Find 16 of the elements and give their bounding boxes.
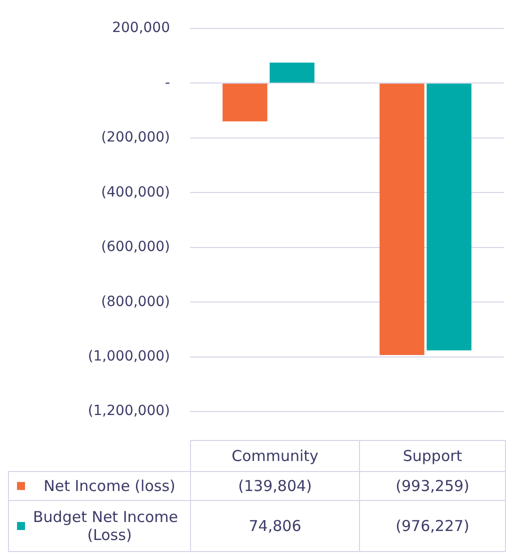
y-tick-label: (800,000) [101,294,170,310]
data-label: (976,227) [360,500,506,552]
x-tick-label: Community [190,440,360,472]
y-tick-label: 200,000 [112,20,170,36]
y-tick-label: (400,000) [101,184,170,200]
y-tick-label: (1,000,000) [88,348,170,364]
legend-label: Net Income (loss) [44,477,176,495]
y-tick-label: (200,000) [101,130,170,146]
y-tick-label: (600,000) [101,239,170,256]
data-label: (993,259) [360,472,506,500]
x-tick-label: Support [360,440,506,472]
y-tick-label: (1,200,000) [88,403,170,420]
data-label: 74,806 [190,500,360,552]
legend-label: Budget Net Income (Loss) [33,508,178,544]
data-label: (139,804) [190,472,360,500]
y-tick-label: - [164,74,170,91]
